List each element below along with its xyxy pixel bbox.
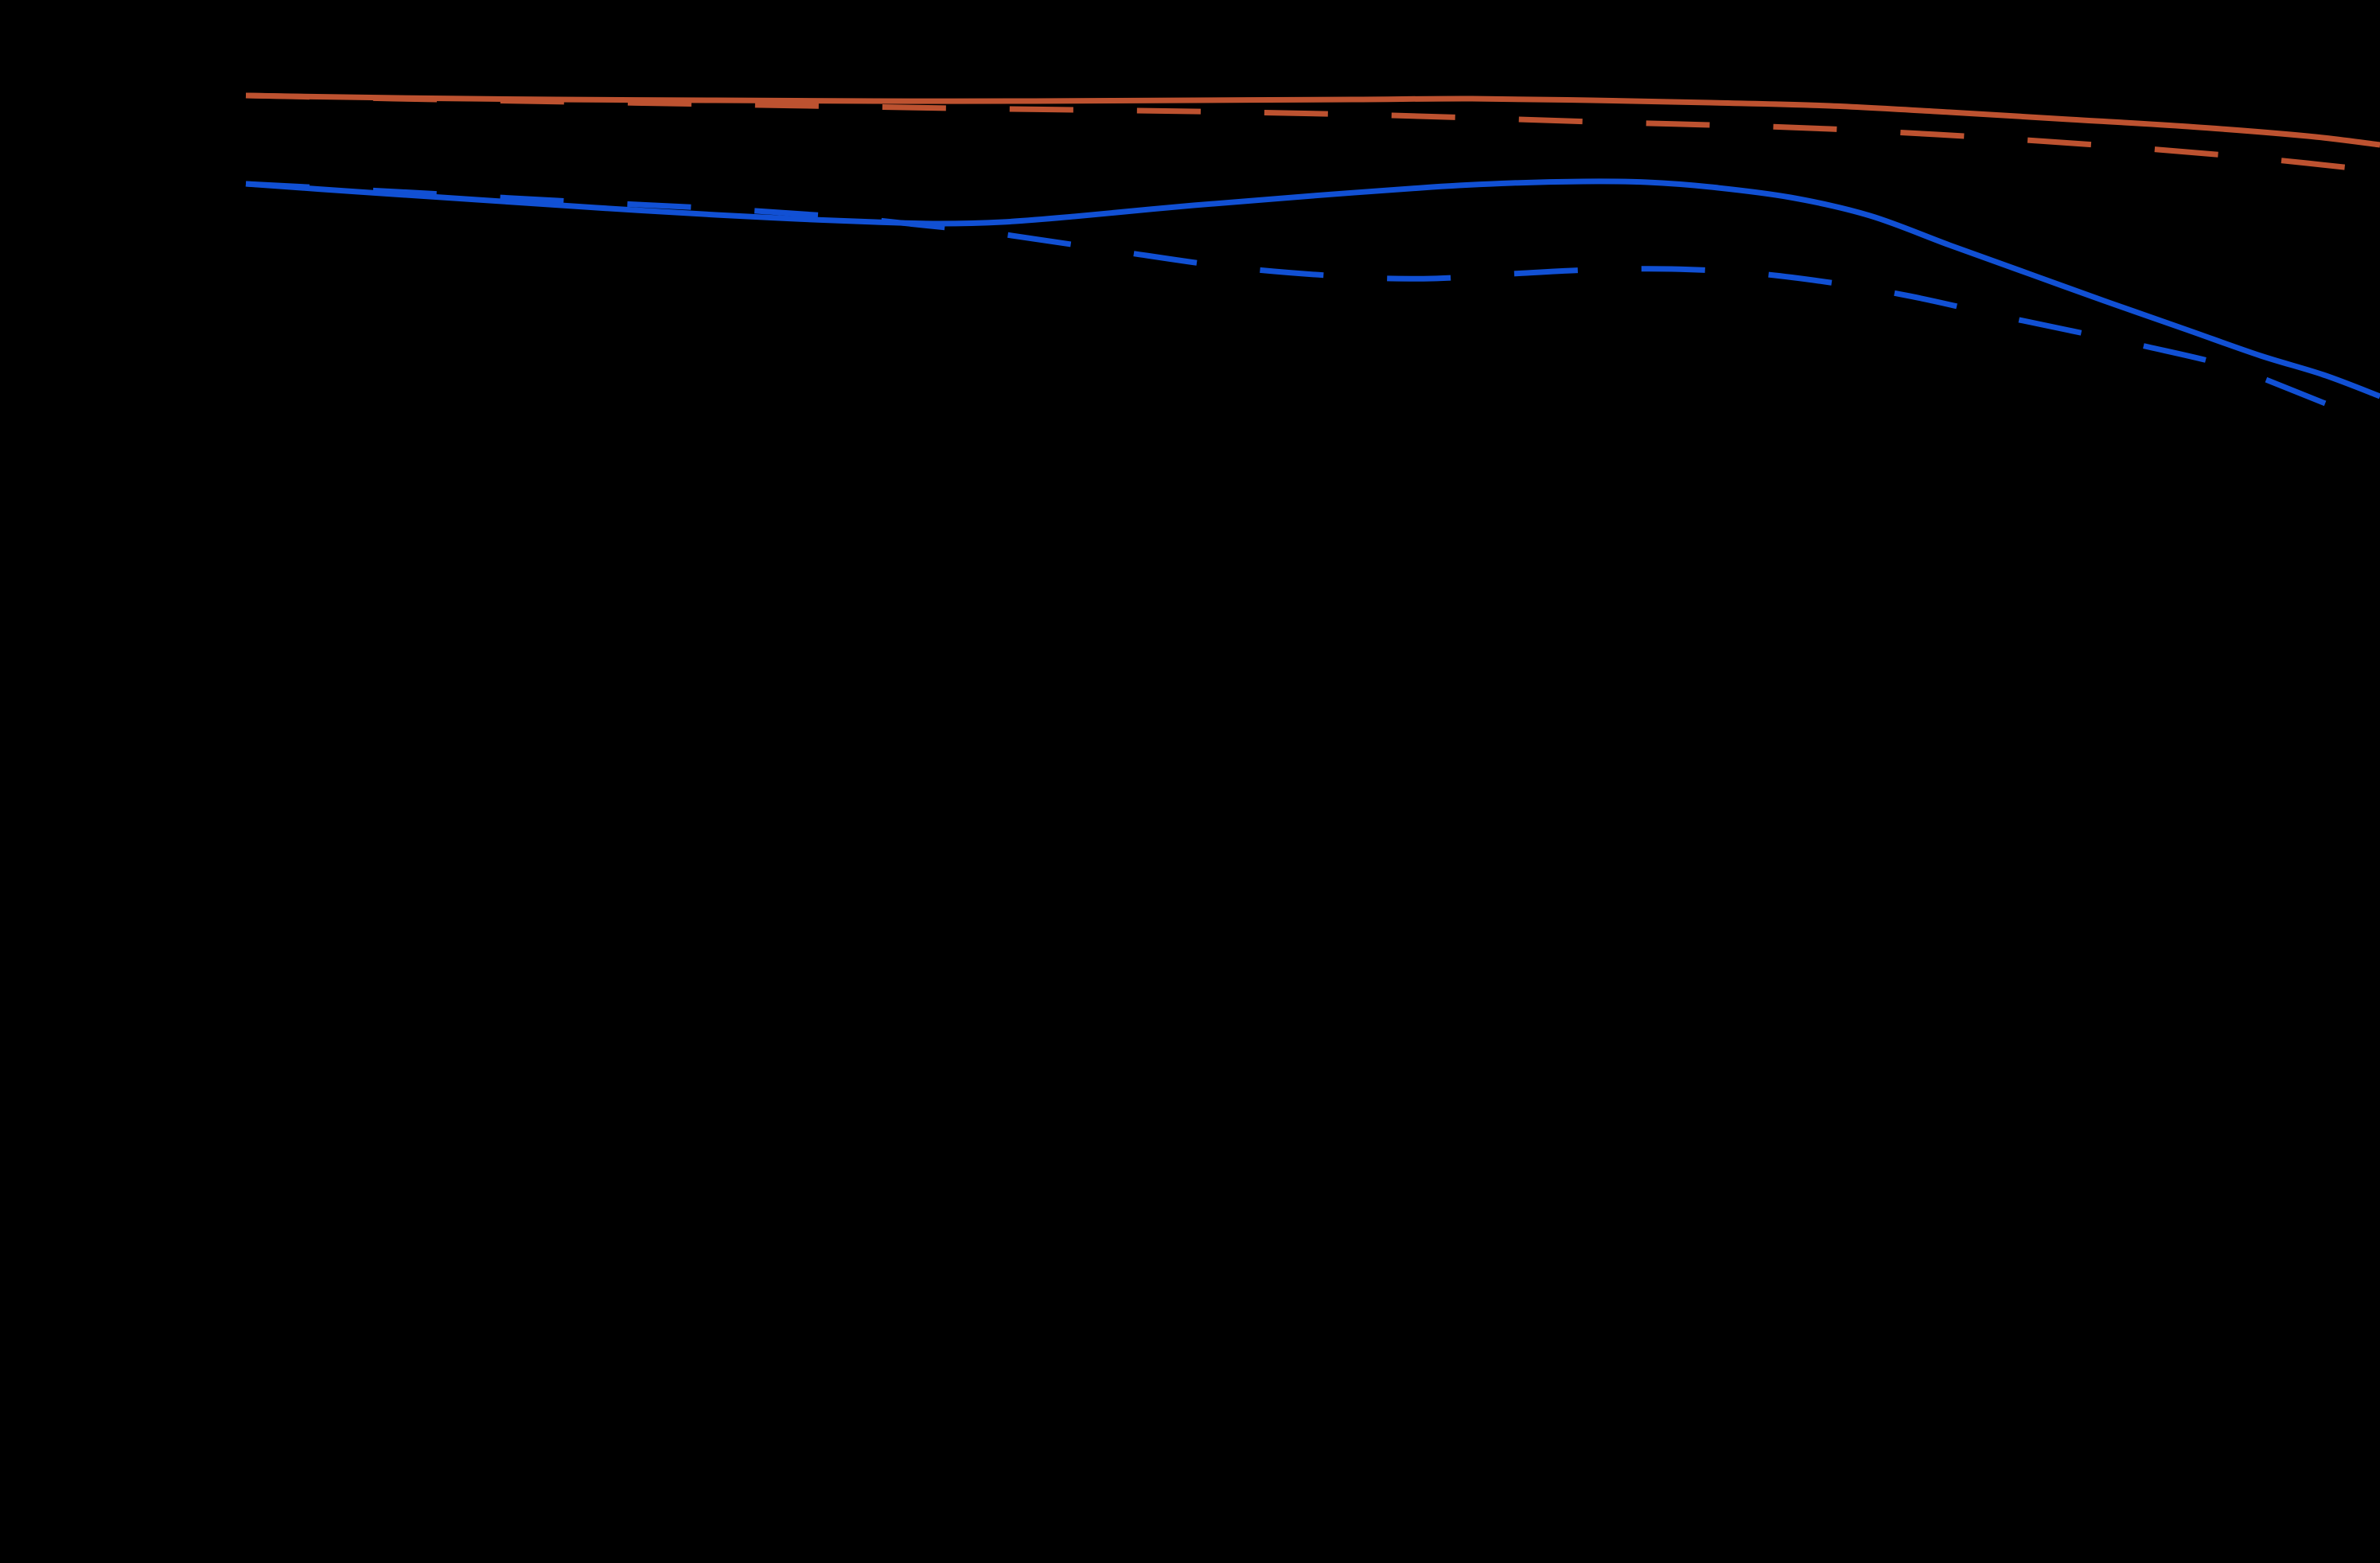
series-orange-solid-line bbox=[245, 92, 2380, 148]
series-blue-dashed-line bbox=[245, 181, 2380, 429]
series-orange-dashed-line bbox=[245, 92, 2380, 174]
series-blue-solid-line bbox=[245, 178, 2380, 400]
